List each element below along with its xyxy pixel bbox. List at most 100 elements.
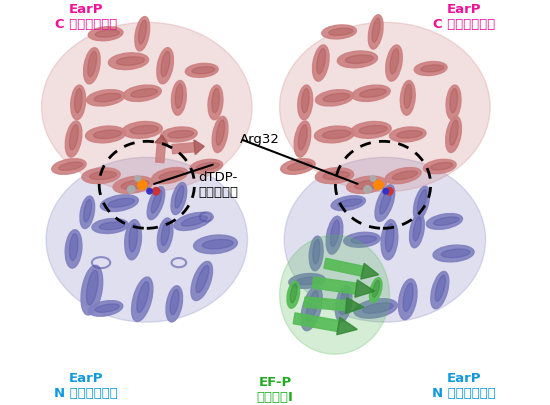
Ellipse shape	[413, 217, 421, 241]
Ellipse shape	[433, 245, 474, 262]
Ellipse shape	[345, 55, 373, 64]
Ellipse shape	[121, 180, 149, 189]
Circle shape	[152, 188, 160, 195]
Ellipse shape	[450, 89, 458, 113]
Ellipse shape	[331, 196, 365, 211]
Ellipse shape	[329, 28, 353, 35]
Ellipse shape	[298, 85, 312, 120]
Ellipse shape	[196, 265, 209, 293]
Ellipse shape	[123, 85, 161, 101]
Ellipse shape	[288, 162, 312, 171]
Ellipse shape	[157, 218, 173, 252]
Ellipse shape	[346, 176, 387, 194]
Ellipse shape	[139, 20, 146, 44]
Ellipse shape	[41, 22, 252, 192]
Ellipse shape	[157, 48, 173, 84]
Ellipse shape	[65, 230, 82, 268]
Ellipse shape	[370, 278, 382, 303]
Ellipse shape	[175, 186, 184, 208]
Ellipse shape	[435, 275, 446, 301]
Ellipse shape	[294, 121, 311, 157]
Ellipse shape	[172, 81, 186, 115]
Circle shape	[135, 176, 140, 181]
Ellipse shape	[82, 168, 120, 183]
Ellipse shape	[389, 127, 426, 142]
Ellipse shape	[185, 63, 218, 77]
Ellipse shape	[113, 176, 153, 194]
Ellipse shape	[417, 190, 427, 213]
Ellipse shape	[431, 271, 449, 309]
Ellipse shape	[337, 51, 377, 68]
Ellipse shape	[99, 222, 125, 230]
Ellipse shape	[403, 283, 413, 311]
Polygon shape	[361, 263, 378, 279]
Ellipse shape	[212, 116, 228, 153]
Ellipse shape	[430, 162, 453, 170]
Ellipse shape	[306, 291, 318, 322]
Ellipse shape	[399, 279, 417, 320]
Polygon shape	[155, 135, 168, 144]
Ellipse shape	[108, 53, 148, 70]
Ellipse shape	[390, 49, 399, 74]
Ellipse shape	[152, 168, 188, 184]
Ellipse shape	[315, 168, 354, 183]
Ellipse shape	[86, 90, 125, 106]
Ellipse shape	[130, 126, 158, 134]
Ellipse shape	[168, 130, 194, 138]
Circle shape	[386, 188, 393, 195]
Ellipse shape	[317, 49, 326, 74]
Ellipse shape	[323, 171, 350, 179]
Text: dTDP-
ラムノース: dTDP- ラムノース	[198, 171, 238, 199]
Circle shape	[370, 176, 376, 181]
Ellipse shape	[194, 235, 238, 254]
Ellipse shape	[171, 183, 187, 215]
Ellipse shape	[192, 67, 215, 74]
Ellipse shape	[433, 217, 459, 225]
Ellipse shape	[216, 120, 224, 145]
Ellipse shape	[279, 235, 389, 354]
Ellipse shape	[59, 162, 82, 171]
Ellipse shape	[379, 189, 392, 214]
Circle shape	[138, 180, 147, 190]
Ellipse shape	[354, 298, 398, 318]
Ellipse shape	[117, 57, 145, 65]
Ellipse shape	[84, 199, 91, 222]
Ellipse shape	[80, 196, 95, 228]
Ellipse shape	[175, 84, 183, 108]
Polygon shape	[337, 318, 358, 335]
Ellipse shape	[414, 62, 447, 75]
Ellipse shape	[94, 93, 121, 102]
Ellipse shape	[46, 158, 248, 322]
Ellipse shape	[84, 48, 100, 84]
Ellipse shape	[161, 127, 197, 142]
Ellipse shape	[375, 185, 395, 222]
Ellipse shape	[94, 130, 122, 139]
Ellipse shape	[65, 121, 82, 157]
Ellipse shape	[362, 303, 393, 313]
Ellipse shape	[309, 236, 323, 271]
Ellipse shape	[351, 122, 391, 138]
Ellipse shape	[284, 158, 486, 322]
Ellipse shape	[331, 220, 339, 247]
Ellipse shape	[344, 232, 380, 247]
Circle shape	[147, 188, 152, 194]
Text: EarP
N 末端ドメイン: EarP N 末端ドメイン	[54, 373, 118, 401]
Polygon shape	[194, 140, 204, 155]
Ellipse shape	[161, 51, 170, 77]
Ellipse shape	[323, 93, 350, 102]
Ellipse shape	[81, 265, 103, 315]
Ellipse shape	[400, 81, 415, 115]
Ellipse shape	[372, 18, 380, 42]
Ellipse shape	[95, 304, 119, 312]
Ellipse shape	[290, 284, 297, 303]
Ellipse shape	[280, 159, 315, 174]
Ellipse shape	[71, 85, 86, 120]
Ellipse shape	[326, 216, 343, 254]
Ellipse shape	[182, 216, 207, 226]
Ellipse shape	[315, 126, 355, 143]
Ellipse shape	[372, 280, 379, 298]
Ellipse shape	[424, 159, 456, 174]
Ellipse shape	[322, 25, 356, 39]
Ellipse shape	[100, 195, 139, 211]
Circle shape	[383, 188, 388, 194]
